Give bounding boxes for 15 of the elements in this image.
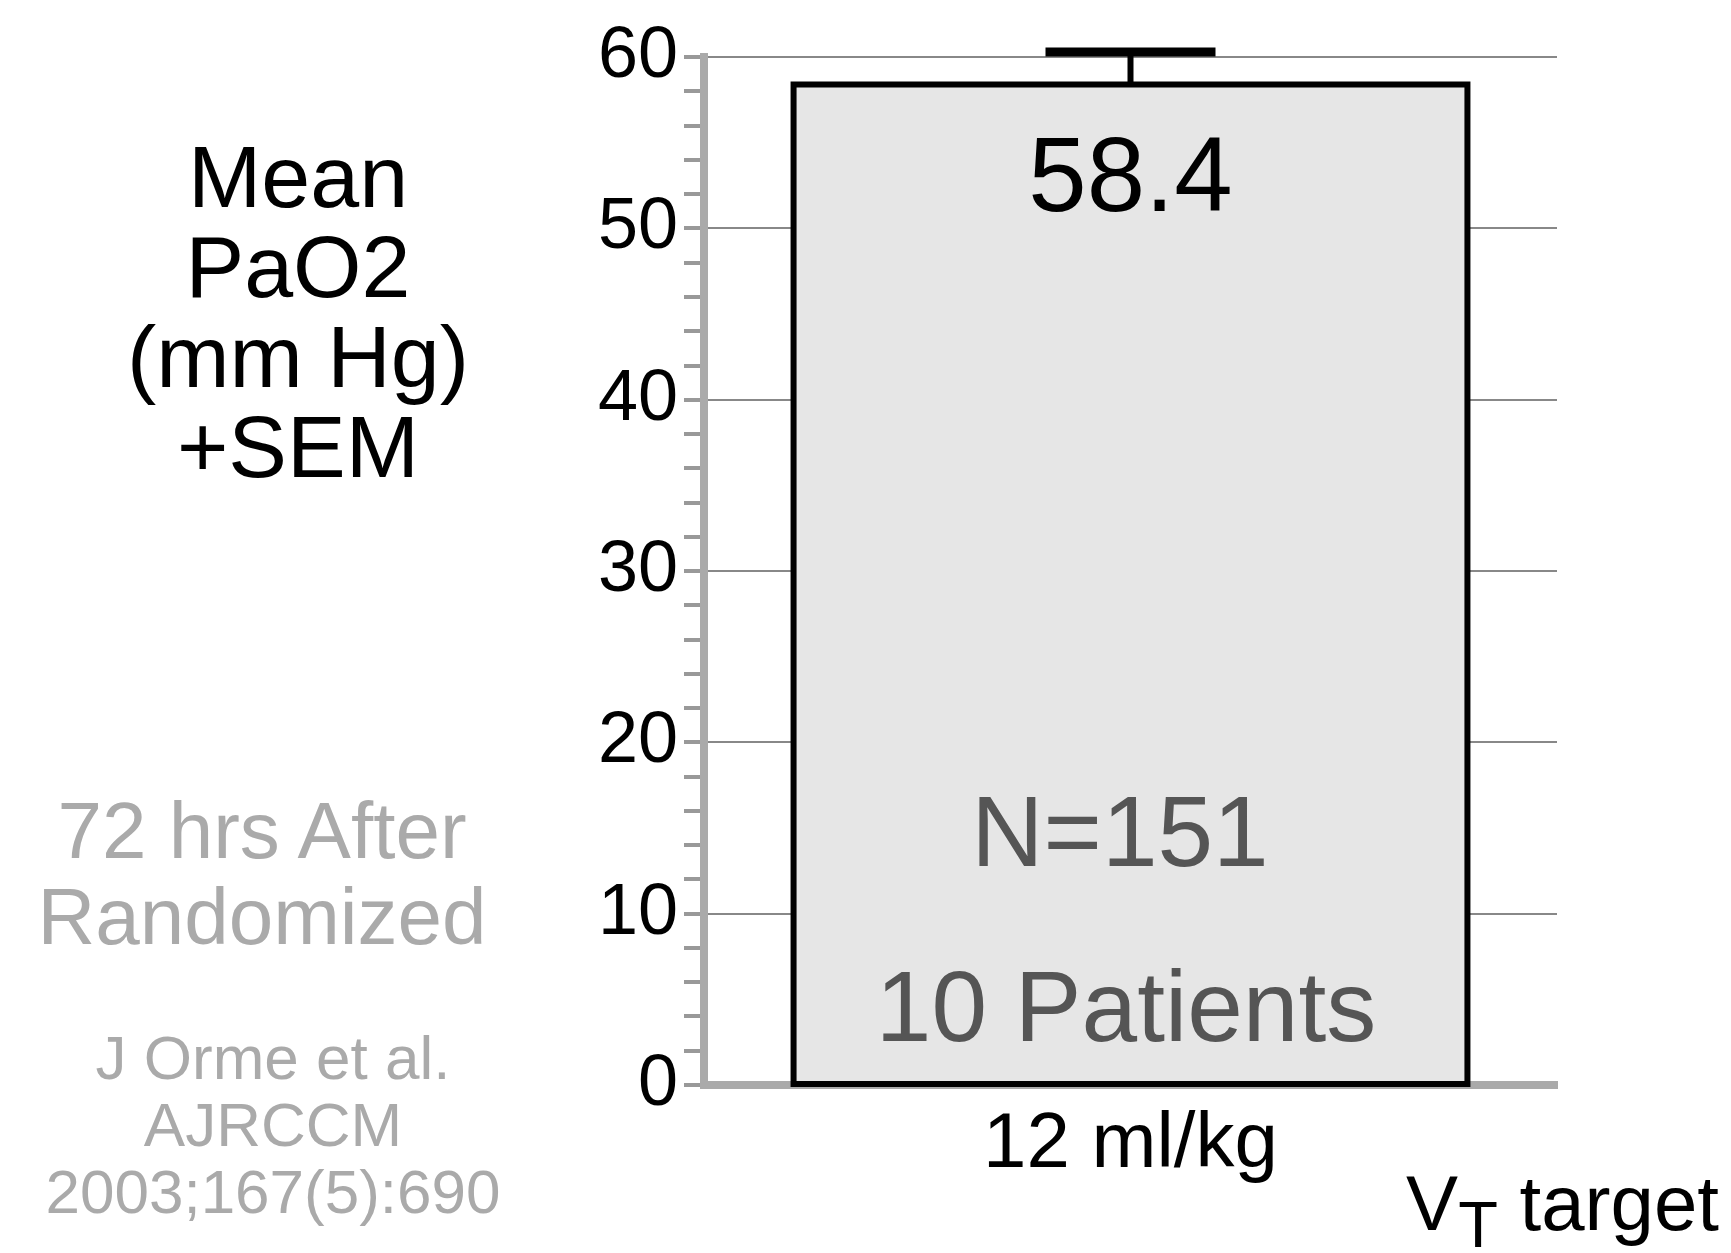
y-tick-label: 30 — [597, 525, 678, 606]
text: J Orme et al. AJRCCM 2003;167(5):690 — [45, 1023, 501, 1227]
y-tick-label: 40 — [597, 354, 678, 435]
x-tick-label: 12 ml/kg — [983, 1096, 1278, 1185]
annotation: N=151 — [971, 774, 1269, 887]
annotation: 10 Patients — [875, 949, 1377, 1062]
data-label: 58.4 — [1028, 116, 1233, 234]
y-tick-label: 50 — [597, 183, 678, 264]
text: 72 hrs After Randomized — [37, 786, 487, 962]
y-tick-label: 20 — [597, 697, 678, 778]
x-axis-title: V$_{T}$ target — [1406, 1158, 1719, 1253]
y-axis-title: Mean PaO2 (mm Hg) +SEM — [126, 127, 470, 497]
y-tick-label: 10 — [597, 868, 678, 949]
y-tick-label: 0 — [637, 1039, 678, 1120]
y-tick-label: 60 — [597, 12, 678, 93]
